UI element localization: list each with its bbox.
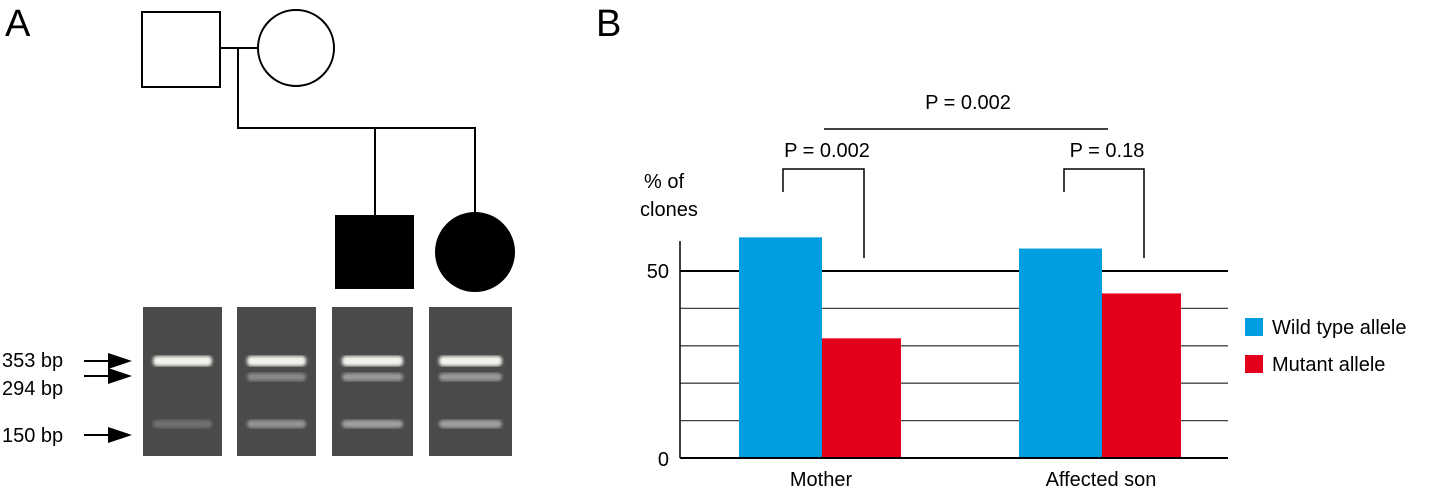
affected-son-symbol <box>335 215 414 289</box>
legend-label-mutant: Mutant allele <box>1272 354 1385 376</box>
legend-label-wild-type: Wild type allele <box>1272 317 1407 339</box>
gel-band-353 <box>153 356 212 366</box>
y-axis-label-line1: % of <box>644 171 684 193</box>
panel-label-b: B <box>596 3 621 45</box>
gel-lane <box>237 307 316 456</box>
bar-mutant-son <box>1102 293 1181 458</box>
bar-wild-type-son <box>1019 248 1102 458</box>
gel-lane-background <box>237 307 316 456</box>
arrow-icon <box>84 353 132 369</box>
gel-band-294 <box>247 373 306 381</box>
gel-band-150 <box>153 420 212 428</box>
significance-annotations <box>782 128 1145 258</box>
gel-image <box>143 307 512 456</box>
arrow-icon <box>84 368 132 384</box>
marker-label-353: 353 bp <box>2 350 63 372</box>
marker-label-294: 294 bp <box>2 378 63 400</box>
bar-mutant-mother <box>822 338 901 458</box>
mother-symbol <box>257 9 335 87</box>
father-symbol <box>141 11 221 88</box>
arrow-icon <box>84 427 132 443</box>
gel-band-150 <box>247 420 306 428</box>
marker-label-150: 150 bp <box>2 425 63 447</box>
gel-lane <box>332 307 413 456</box>
gel-band-294 <box>439 373 502 381</box>
gel-lane-background <box>429 307 512 456</box>
x-label-affected-son: Affected son <box>1046 469 1157 491</box>
p-value-between: P = 0.002 <box>925 92 1011 114</box>
bracket-mother <box>782 168 865 258</box>
gel-lane-background <box>143 307 222 456</box>
x-label-mother: Mother <box>790 469 853 491</box>
bar-wild-type-mother <box>739 237 822 458</box>
marker-labels: 353 bp 294 bp 150 bp <box>2 350 132 447</box>
p-value-son: P = 0.18 <box>1070 140 1145 162</box>
p-value-mother: P = 0.002 <box>784 140 870 162</box>
descent-line <box>237 48 476 214</box>
gel-lane-background <box>332 307 413 456</box>
gel-band-353 <box>342 356 403 366</box>
gel-band-353 <box>247 356 306 366</box>
bar-chart <box>679 237 1228 459</box>
pedigree <box>141 9 515 292</box>
affected-daughter-symbol <box>435 212 515 292</box>
gel-band-294 <box>342 373 403 381</box>
legend: Wild type allele Mutant allele <box>1245 317 1407 376</box>
gel-lane <box>429 307 512 456</box>
legend-swatch-wild-type <box>1245 318 1263 336</box>
bracket-son <box>1063 168 1145 258</box>
y-axis-label-line2: clones <box>640 199 698 221</box>
y-tick-50: 50 <box>647 261 669 283</box>
gel-lane <box>143 307 222 456</box>
gel-band-353 <box>439 356 502 366</box>
panel-label-a: A <box>5 3 31 45</box>
y-tick-0: 0 <box>658 449 669 471</box>
gel-band-150 <box>439 420 502 428</box>
gel-band-150 <box>342 420 403 428</box>
legend-swatch-mutant <box>1245 355 1263 373</box>
